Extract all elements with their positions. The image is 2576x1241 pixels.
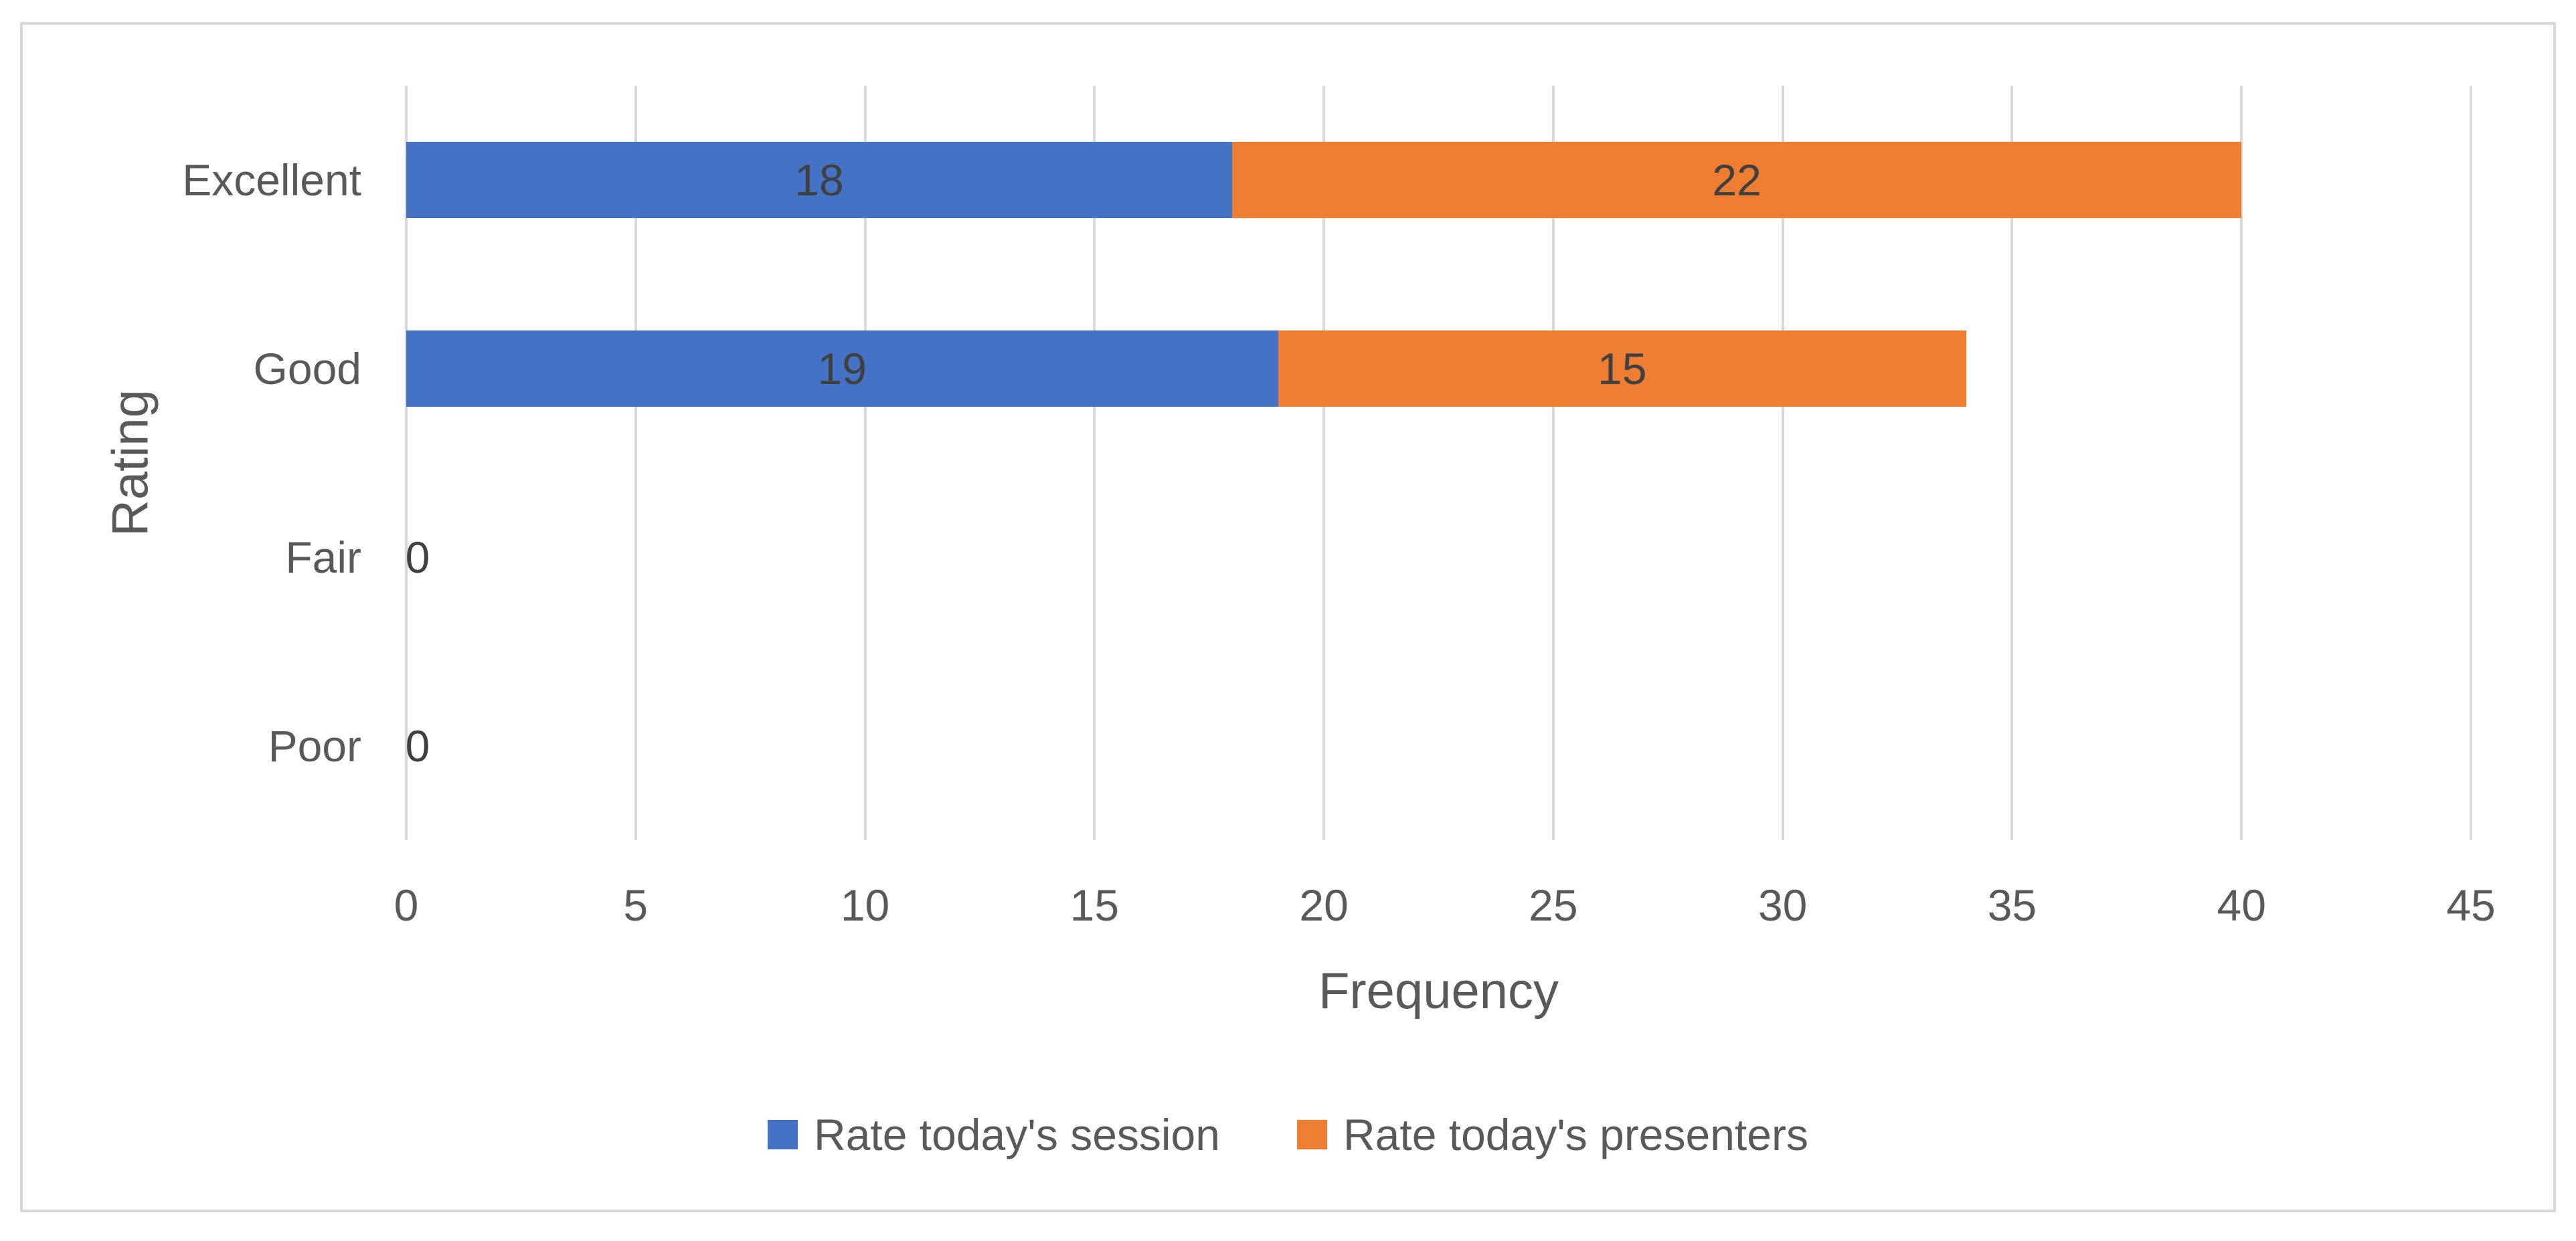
legend-label: Rate today's presenters <box>1343 1110 1808 1159</box>
bar-data-label: 15 <box>1598 344 1647 393</box>
gridline <box>405 86 408 840</box>
legend-swatch <box>1296 1120 1327 1149</box>
gridline <box>2240 86 2243 840</box>
x-tick-label: 40 <box>2217 880 2266 930</box>
x-tick-label: 10 <box>840 880 890 930</box>
bar-data-label: 18 <box>794 155 844 205</box>
category-label: Excellent <box>182 155 361 205</box>
gridline <box>1551 86 1555 840</box>
chart-area-border <box>20 22 2556 1212</box>
x-tick-label: 35 <box>1987 880 2037 930</box>
x-tick-label: 15 <box>1069 880 1120 930</box>
x-tick-label: 45 <box>2446 880 2496 930</box>
x-tick-label: 20 <box>1299 880 1349 930</box>
gridline <box>2010 86 2014 840</box>
category-label: Fair <box>285 533 361 582</box>
gridline <box>1093 86 1096 840</box>
bar-segment <box>1278 330 1966 407</box>
zero-data-label: 0 <box>405 721 430 771</box>
legend: Rate today's session Rate today's present… <box>0 1097 2576 1172</box>
x-tick-label: 0 <box>394 880 419 930</box>
gridline <box>1322 86 1326 840</box>
zero-data-label: 0 <box>405 533 430 582</box>
bar-data-label: 22 <box>1712 155 1762 205</box>
bar-segment <box>406 142 1232 218</box>
category-label: Poor <box>268 721 361 771</box>
bar-data-label: 19 <box>817 344 867 393</box>
legend-item: Rate today's session <box>768 1109 1220 1160</box>
bar-segment <box>406 330 1278 407</box>
gridline <box>634 86 637 840</box>
x-axis-title: Frequency <box>1318 963 1559 1020</box>
x-tick-label: 30 <box>1757 880 1808 930</box>
plot-area: 18 22 19 15 0 0 <box>405 86 2472 840</box>
gridline <box>863 86 867 840</box>
y-axis-category-labels: Excellent Good Fair Poor <box>0 86 361 840</box>
x-tick-label: 5 <box>623 880 649 930</box>
legend-label: Rate today's session <box>814 1110 1220 1159</box>
gridline <box>1781 86 1784 840</box>
legend-swatch <box>768 1120 798 1149</box>
x-tick-label: 25 <box>1529 880 1578 930</box>
bar-segment <box>1232 142 2242 218</box>
legend-item: Rate today's presenters <box>1296 1109 1808 1160</box>
gridline <box>2470 86 2472 840</box>
category-label: Good <box>253 344 361 393</box>
